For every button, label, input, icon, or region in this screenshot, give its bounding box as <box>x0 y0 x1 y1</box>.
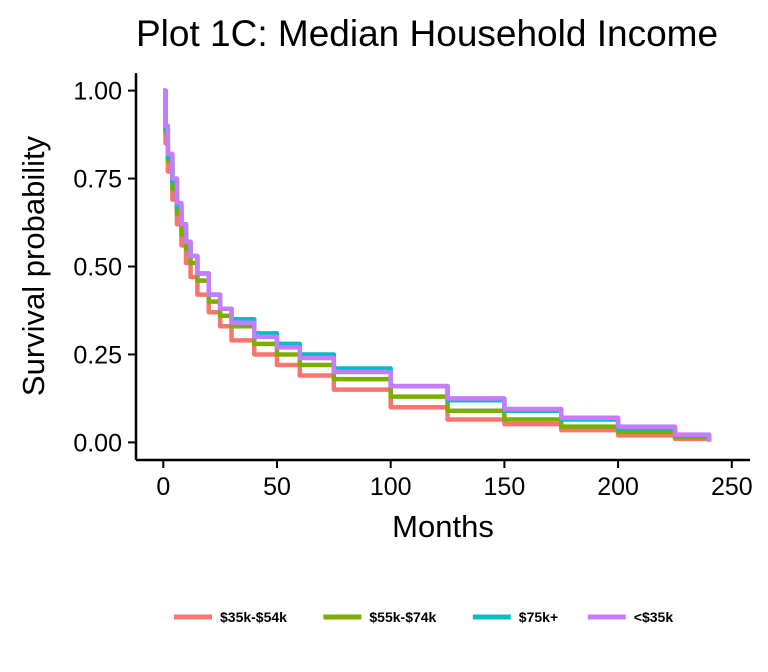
y-axis-title: Survival probability <box>16 135 51 396</box>
y-tick-label: 0.00 <box>73 429 122 457</box>
x-tick-label: 0 <box>156 473 170 501</box>
series-line-55k-74k <box>163 88 712 442</box>
x-tick-label: 150 <box>484 473 526 501</box>
y-tick-label: 0.50 <box>73 254 122 282</box>
x-tick-label: 200 <box>597 473 639 501</box>
legend-item: $35k-$54k <box>174 609 287 625</box>
legend-item: <$35k <box>587 609 674 625</box>
legend: $35k-$54k $55k-$74k $75k+ <$35k <box>174 609 673 625</box>
legend-label: $75k+ <box>519 609 558 625</box>
series-line-35k <box>163 88 712 441</box>
x-axis-ticks: 0 50 100 150 200 250 <box>156 460 753 501</box>
series-line-35k-54k <box>163 88 712 442</box>
x-tick-label: 250 <box>711 473 753 501</box>
legend-label: $35k-$54k <box>220 609 287 625</box>
plot-area: 0 50 100 150 200 250 0.00 0.25 0.50 0.75 1.00 <box>73 73 753 501</box>
y-axis-ticks: 0.00 0.25 0.50 0.75 1.00 <box>73 78 136 457</box>
x-axis-title: Months <box>392 509 494 544</box>
y-tick-label: 1.00 <box>73 78 122 106</box>
legend-label: $55k-$74k <box>369 609 436 625</box>
y-tick-label: 0.75 <box>73 166 122 194</box>
x-tick-label: 100 <box>370 473 412 501</box>
legend-item: $75k+ <box>472 609 558 625</box>
y-tick-label: 0.25 <box>73 341 122 369</box>
series-line-75k <box>163 88 712 441</box>
series-layer <box>163 88 712 442</box>
x-tick-label: 50 <box>263 473 291 501</box>
legend-item: $55k-$74k <box>323 609 437 625</box>
legend-label: <$35k <box>634 609 674 625</box>
chart-title: Plot 1C: Median Household Income <box>136 13 718 54</box>
